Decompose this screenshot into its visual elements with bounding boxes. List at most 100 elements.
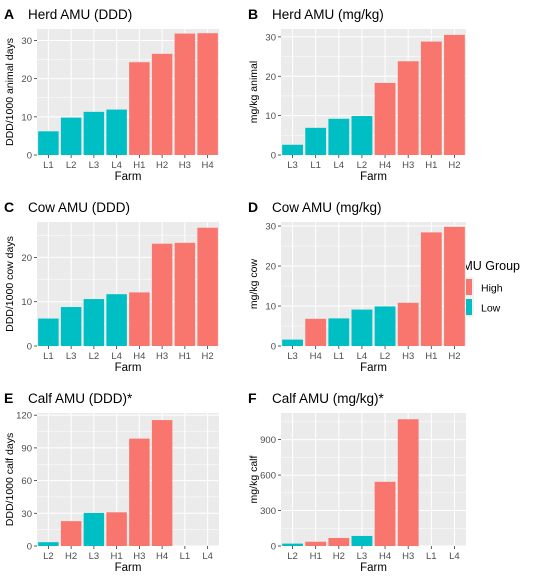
bar-l1 bbox=[305, 127, 327, 155]
x-tick-label: H3 bbox=[402, 351, 414, 362]
x-tick-label: H3 bbox=[156, 351, 168, 362]
bar-l3 bbox=[83, 512, 105, 546]
bar-l3 bbox=[282, 339, 303, 346]
panel-tag: A bbox=[4, 6, 14, 22]
y-tick-label: 120 bbox=[16, 411, 32, 422]
x-tick-label: L1 bbox=[180, 551, 191, 562]
y-tick-label: 0 bbox=[271, 342, 276, 353]
y-axis-title: DDD/1000 animal days bbox=[4, 38, 16, 146]
y-axis-title: mg/kg calf bbox=[248, 455, 260, 503]
bar-h3 bbox=[397, 302, 419, 346]
y-tick-label: 0 bbox=[271, 542, 276, 553]
y-tick-label: 10 bbox=[265, 302, 276, 313]
bar-h1 bbox=[174, 242, 196, 346]
bar-h2 bbox=[197, 227, 218, 346]
bar-h4 bbox=[374, 82, 396, 155]
y-tick-label: 10 bbox=[265, 111, 276, 122]
y-tick-label: 20 bbox=[21, 253, 32, 264]
bar-l1 bbox=[38, 131, 59, 155]
bar-l3 bbox=[282, 144, 303, 155]
x-tick-label: H4 bbox=[202, 160, 214, 171]
x-tick-label: H4 bbox=[310, 351, 322, 362]
x-tick-label: L3 bbox=[287, 160, 298, 171]
x-tick-label: L4 bbox=[334, 160, 345, 171]
x-tick-label: H4 bbox=[133, 351, 145, 362]
y-tick-label: 30 bbox=[265, 222, 276, 233]
bar-l2 bbox=[351, 116, 373, 155]
x-tick-label: L3 bbox=[66, 351, 77, 362]
x-tick-label: H3 bbox=[402, 551, 414, 562]
panel-title: Cow AMU (DDD) bbox=[28, 200, 130, 215]
y-tick-label: 30 bbox=[21, 509, 32, 520]
bar-h1 bbox=[129, 62, 150, 155]
y-tick-label: 300 bbox=[260, 506, 276, 517]
y-tick-label: 60 bbox=[21, 476, 32, 487]
panel-title: Herd AMU (mg/kg) bbox=[272, 7, 384, 22]
panel-tag: D bbox=[248, 199, 258, 215]
bar-l2 bbox=[282, 543, 303, 546]
y-tick-label: 600 bbox=[260, 471, 276, 482]
y-tick-label: 0 bbox=[27, 542, 32, 553]
x-tick-label: H2 bbox=[333, 551, 345, 562]
bar-h4 bbox=[305, 318, 327, 346]
panel-title: Calf AMU (DDD)* bbox=[28, 391, 133, 406]
panel-title: Herd AMU (DDD) bbox=[28, 7, 132, 22]
bar-h4 bbox=[129, 292, 150, 346]
bar-l4 bbox=[106, 294, 127, 346]
panel-title: Calf AMU (mg/kg)* bbox=[272, 391, 385, 406]
chart-panel-b: 0 10 20 30 L3 L1 L4 L2 H4 H3 H1 H2 Farm mg/kg animal B… bbox=[248, 6, 466, 183]
x-tick-label: H1 bbox=[310, 551, 322, 562]
x-tick-label: L4 bbox=[111, 160, 122, 171]
bar-l3 bbox=[351, 535, 373, 546]
x-tick-label: H1 bbox=[133, 160, 145, 171]
bar-l4 bbox=[351, 309, 373, 346]
bar-h1 bbox=[420, 41, 442, 155]
legend-label-low: Low bbox=[481, 303, 501, 315]
y-tick-label: 10 bbox=[21, 112, 32, 123]
x-tick-label: L2 bbox=[380, 351, 391, 362]
bar-h3 bbox=[397, 61, 419, 155]
y-axis-title: mg/kg cow bbox=[248, 258, 260, 309]
x-tick-label: H1 bbox=[425, 160, 437, 171]
x-tick-label: H2 bbox=[156, 160, 168, 171]
bar-h3 bbox=[129, 438, 150, 546]
chart-panel-f: 0 300 600 900 L2 H1 H2 L3 H4 H3 L1 L4 Farm mg/kg calf… bbox=[248, 390, 466, 574]
chart-panel-d: 0 10 20 30 L3 H4 L1 L4 L2 H3 H1 H2 Farm mg/kg cow D Cow… bbox=[248, 199, 466, 374]
y-tick-label: 90 bbox=[21, 443, 32, 454]
bar-h4 bbox=[374, 481, 396, 546]
x-tick-label: L4 bbox=[111, 351, 122, 362]
bar-h3 bbox=[397, 419, 419, 546]
x-tick-label: L1 bbox=[334, 351, 345, 362]
bar-l3 bbox=[60, 307, 82, 346]
y-tick-label: 10 bbox=[21, 297, 32, 308]
y-axis-title: mg/kg animal bbox=[248, 61, 260, 123]
x-tick-label: L3 bbox=[357, 551, 368, 562]
x-tick-label: L1 bbox=[310, 160, 321, 171]
bar-h2 bbox=[151, 53, 173, 156]
x-axis-title: Farm bbox=[360, 171, 387, 183]
bar-l2 bbox=[374, 306, 396, 346]
x-tick-label: L2 bbox=[43, 551, 54, 562]
y-tick-label: 0 bbox=[27, 342, 32, 353]
y-tick-label: 0 bbox=[271, 151, 276, 162]
bar-h1 bbox=[305, 541, 327, 546]
panel-tag: E bbox=[4, 390, 13, 406]
legend-label-high: High bbox=[481, 283, 503, 295]
bar-h3 bbox=[174, 33, 196, 155]
x-tick-label: L3 bbox=[89, 160, 100, 171]
x-tick-label: L2 bbox=[66, 160, 77, 171]
x-axis-title: Farm bbox=[360, 562, 387, 574]
x-tick-label: H1 bbox=[111, 551, 123, 562]
x-tick-label: L2 bbox=[89, 351, 100, 362]
bar-l1 bbox=[328, 318, 350, 346]
plot-background bbox=[281, 413, 466, 546]
x-tick-label: H4 bbox=[379, 160, 391, 171]
chart-panel-a: 0 10 20 30 L1 L2 L3 L4 H1 H2 H3 H4 Farm DDD/1000 anim… bbox=[4, 6, 219, 183]
bar-h2 bbox=[444, 34, 465, 155]
x-tick-label: L1 bbox=[43, 160, 54, 171]
y-tick-label: 0 bbox=[27, 151, 32, 162]
y-axis-title: DDD/1000 cow days bbox=[4, 236, 16, 332]
chart-panel-c: 0 10 20 L1 L3 L2 L4 H4 H3 H1 H2 Farm DDD/1000 cow da… bbox=[4, 199, 219, 374]
panel-tag: C bbox=[4, 199, 14, 215]
